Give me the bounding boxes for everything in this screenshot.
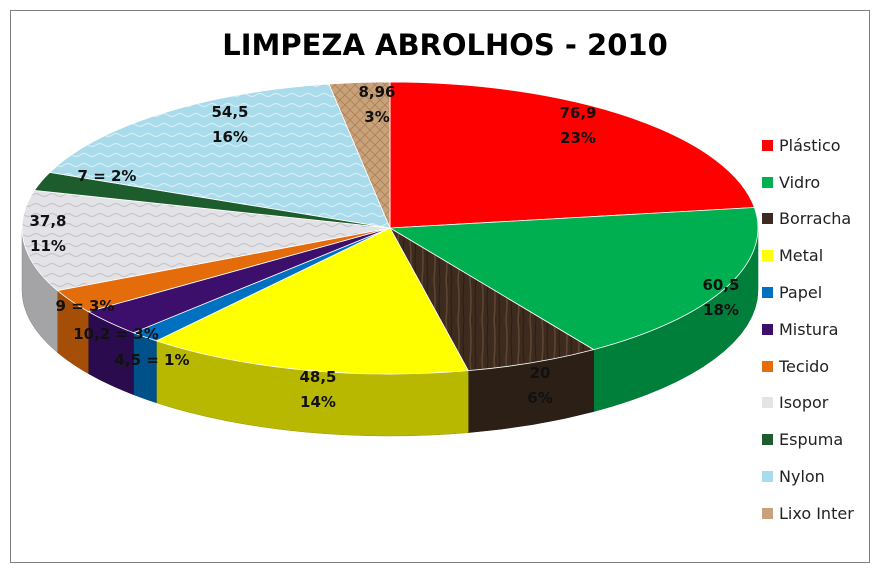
- legend-swatch: [762, 213, 773, 225]
- data-label-borracha: 20: [530, 364, 551, 382]
- legend-swatch: [762, 471, 773, 483]
- chart-title: LIMPEZA ABROLHOS - 2010: [222, 28, 668, 62]
- legend-label: Metal: [779, 246, 824, 266]
- data-label-mistura: 10,2 = 3%: [73, 325, 159, 343]
- legend-swatch: [762, 360, 773, 372]
- legend-swatch: [762, 323, 773, 335]
- legend-item-nylon: Nylon: [762, 458, 854, 495]
- legend-label: Isopor: [779, 393, 829, 413]
- legend-swatch: [762, 139, 773, 151]
- data-label-vidro: 60,5: [702, 276, 739, 294]
- data-label-espuma: 7 = 2%: [78, 167, 137, 185]
- legend-swatch: [762, 507, 773, 519]
- pie-slice-borracha: [388, 226, 595, 372]
- legend-label: Lixo Inter: [779, 503, 854, 523]
- data-label-percent-lixo-inter: 3%: [364, 108, 389, 126]
- legend-label: Borracha: [779, 209, 852, 229]
- data-label-percent-metal: 14%: [300, 393, 336, 411]
- data-label-isopor: 37,8: [29, 212, 66, 230]
- data-label-percent-nylon: 16%: [212, 128, 248, 146]
- legend-item-borracha: Borracha: [762, 201, 854, 238]
- legend-label: Vidro: [779, 172, 821, 192]
- pie-slice-plastico: [389, 81, 755, 229]
- legend-swatch: [762, 434, 773, 446]
- legend-item-papel: Papel: [762, 274, 854, 311]
- legend-item-metal: Metal: [762, 237, 854, 274]
- legend-item-plastico: Plástico: [762, 127, 854, 164]
- legend-item-lixo-inter: Lixo Inter: [762, 495, 854, 532]
- legend-item-vidro: Vidro: [762, 164, 854, 201]
- data-label-percent-plastico: 23%: [560, 129, 596, 147]
- legend-label: Espuma: [779, 430, 844, 450]
- legend-swatch: [762, 287, 773, 299]
- pie-slice-lixo-inter: [328, 81, 391, 229]
- pie-slice-nylon: [48, 83, 391, 229]
- data-label-percent-borracha: 6%: [527, 389, 552, 407]
- legend-item-isopor: Isopor: [762, 385, 854, 422]
- pie-slice-isopor: [21, 189, 391, 291]
- legend-label: Papel: [779, 283, 823, 303]
- data-label-metal: 48,5: [299, 368, 336, 386]
- data-label-tecido: 9 = 3%: [56, 297, 115, 315]
- chart-legend: Plástico Vidro Borracha Metal Papel Mistura Te…: [762, 127, 854, 532]
- data-label-percent-isopor: 11%: [30, 237, 66, 255]
- data-label-papel: 4,5 = 1%: [114, 351, 189, 369]
- legend-swatch: [762, 397, 773, 409]
- legend-item-espuma: Espuma: [762, 421, 854, 458]
- legend-label: Mistura: [779, 319, 839, 339]
- legend-label: Tecido: [779, 356, 830, 376]
- legend-label: Plástico: [779, 135, 841, 155]
- pie-slice-vidro: [388, 207, 759, 351]
- legend-swatch: [762, 250, 773, 262]
- legend-swatch: [762, 176, 773, 188]
- data-label-nylon: 54,5: [211, 103, 248, 121]
- data-label-lixo-inter: 8,96: [358, 83, 395, 101]
- data-label-percent-vidro: 18%: [703, 301, 739, 319]
- data-label-plastico: 76,9: [559, 104, 596, 122]
- pie-slice-metal: [155, 227, 469, 375]
- legend-item-tecido: Tecido: [762, 348, 854, 385]
- legend-item-mistura: Mistura: [762, 311, 854, 348]
- legend-label: Nylon: [779, 467, 825, 487]
